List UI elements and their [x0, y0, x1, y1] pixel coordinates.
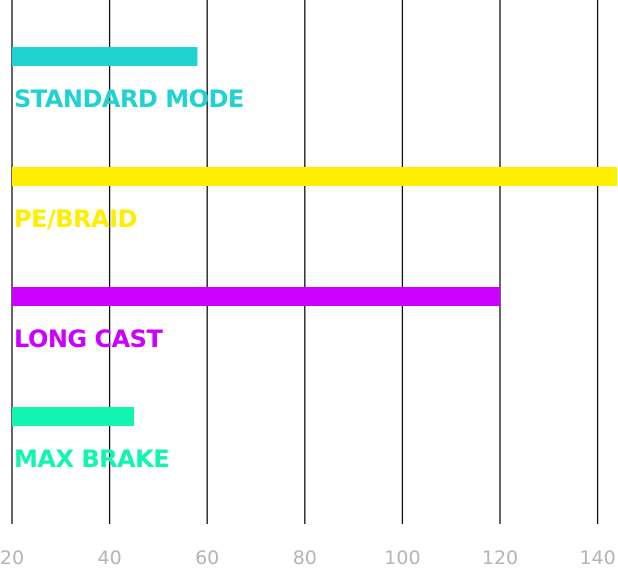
category-labels: STANDARD MODE PE/BRAID LONG CAST MAX BRAKE [14, 85, 244, 473]
x-tick-label-40: 40 [98, 547, 122, 569]
bar-long-cast [12, 287, 500, 306]
category-label-pe-braid: PE/BRAID [14, 205, 137, 233]
category-label-long-cast: LONG CAST [14, 325, 163, 353]
bars [12, 47, 618, 426]
bar-max-brake [12, 407, 134, 426]
x-tick-label-60: 60 [195, 547, 219, 569]
bar-standard-mode [12, 47, 198, 66]
category-label-standard-mode: STANDARD MODE [14, 85, 244, 113]
x-tick-label-140: 140 [579, 547, 615, 569]
bar-pe-braid [12, 167, 618, 186]
x-axis-tick-labels: 20 40 60 80 100 120 140 [0, 547, 616, 569]
x-tick-label-120: 120 [482, 547, 518, 569]
vertical-gridlines [11, 0, 599, 524]
x-tick-label-80: 80 [293, 547, 317, 569]
x-tick-label-20: 20 [0, 547, 24, 569]
category-label-max-brake: MAX BRAKE [14, 445, 169, 473]
x-tick-label-100: 100 [384, 547, 420, 569]
